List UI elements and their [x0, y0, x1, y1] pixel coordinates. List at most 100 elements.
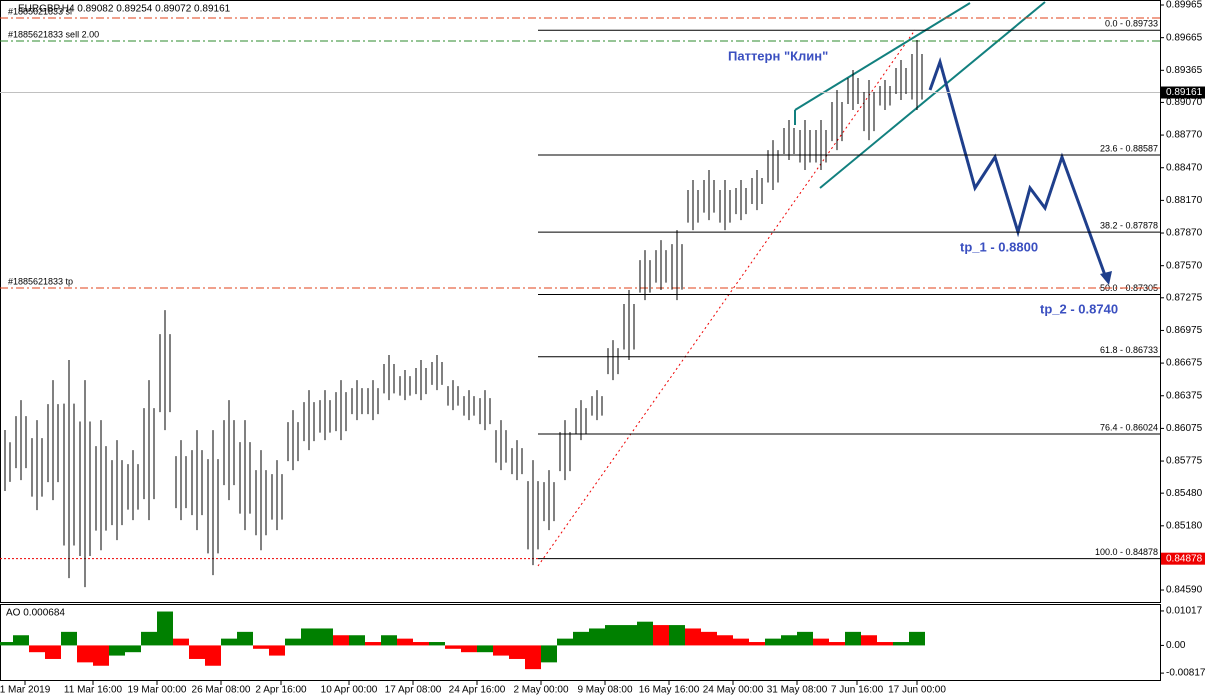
ao-bar — [205, 645, 221, 666]
ao-bar — [733, 638, 749, 646]
fib-label: 50.0 - 0.87305 — [1100, 283, 1158, 293]
y-tick-label: 0.88770 — [1166, 130, 1203, 141]
x-tick-label: 10 Apr 00:00 — [321, 685, 378, 696]
current-price-label: 0.89161 — [1166, 87, 1203, 98]
y-tick-label: 0.87570 — [1166, 260, 1203, 271]
x-tick-label: 1 Mar 2019 — [0, 685, 51, 696]
x-tick-label: 7 Jun 16:00 — [831, 685, 884, 696]
ao-bar — [413, 642, 429, 646]
ao-bar — [701, 631, 717, 646]
y-tick-label: 0.85480 — [1166, 488, 1203, 499]
y-tick-label: 0.86675 — [1166, 358, 1203, 369]
ao-bar — [221, 638, 237, 646]
y-tick-label: 0.84590 — [1166, 585, 1203, 596]
tp1-label: tp_1 - 0.8800 — [960, 239, 1038, 254]
y-tick-label: 0.88170 — [1166, 195, 1203, 206]
ao-bar — [493, 645, 509, 656]
x-tick-label: 24 May 00:00 — [703, 685, 764, 696]
y-tick-label: 0.88470 — [1166, 162, 1203, 173]
ao-bar — [557, 638, 573, 646]
ao-bar — [317, 628, 333, 646]
y-tick-label: 0.87870 — [1166, 228, 1203, 239]
ao-bar — [0, 642, 13, 646]
ao-bar — [685, 628, 701, 646]
ao-bar — [285, 638, 301, 646]
fib-label: 76.4 - 0.86024 — [1100, 422, 1158, 432]
ao-bar — [61, 631, 77, 646]
ao-bar — [813, 638, 829, 646]
ao-bar — [781, 635, 797, 646]
y-tick-label: 0.86975 — [1166, 325, 1203, 336]
x-tick-label: 9 May 08:00 — [577, 685, 632, 696]
ao-bar — [269, 645, 285, 656]
tp2-label: tp_2 - 0.8740 — [1040, 301, 1118, 316]
fib-label: 23.6 - 0.88587 — [1100, 143, 1158, 153]
forecast-arrow — [1100, 271, 1112, 285]
y-tick-label: 0.87275 — [1166, 292, 1203, 303]
x-tick-label: 26 Mar 08:00 — [192, 685, 251, 696]
ao-bar — [237, 631, 253, 646]
y-tick-label: 0.86075 — [1166, 423, 1203, 434]
ao-bar — [829, 642, 845, 646]
ao-bar — [573, 631, 589, 646]
ao-bar — [509, 645, 525, 659]
ao-bar — [445, 645, 461, 649]
ao-bar — [861, 635, 877, 646]
low-price-box — [1161, 552, 1205, 565]
ao-bar — [141, 631, 157, 646]
fib-label: 0.0 - 0.89733 — [1105, 19, 1158, 29]
ao-bar — [45, 645, 61, 659]
order-label: #1885621833 tp — [8, 276, 73, 286]
ao-bar — [637, 621, 653, 646]
ao-bar — [93, 645, 109, 666]
ao-tick-label: 0.00 — [1166, 640, 1186, 651]
x-tick-label: 16 May 16:00 — [639, 685, 700, 696]
order-label: #1885621833 sl — [8, 6, 72, 16]
y-tick-label: 0.89365 — [1166, 65, 1203, 76]
y-tick-label: 0.85180 — [1166, 520, 1203, 531]
x-tick-label: 31 May 08:00 — [767, 685, 828, 696]
ao-bar — [893, 642, 909, 646]
ao-tick-label: 0.01017 — [1166, 606, 1203, 617]
x-tick-label: 24 Apr 16:00 — [449, 685, 506, 696]
ao-bar — [477, 645, 493, 653]
ao-bar — [765, 638, 781, 646]
wedge-line — [819, 1, 1046, 189]
ao-tick-label: -0.008171 — [1166, 668, 1206, 679]
ao-bar — [589, 628, 605, 646]
ao-bar — [29, 645, 45, 653]
ao-bar — [877, 642, 893, 646]
pattern-label: Паттерн "Клин" — [728, 48, 828, 63]
current-price-box — [1161, 86, 1205, 99]
x-tick-label: 17 Jun 00:00 — [888, 685, 946, 696]
ao-bar — [77, 645, 93, 663]
ao-bar — [301, 628, 317, 646]
y-tick-label: 0.85775 — [1166, 456, 1203, 467]
ao-bar — [845, 631, 861, 646]
x-tick-label: 11 Mar 16:00 — [64, 685, 123, 696]
x-tick-label: 17 Apr 08:00 — [385, 685, 442, 696]
fib-label: 61.8 - 0.86733 — [1100, 345, 1158, 355]
ao-bar — [717, 635, 733, 646]
y-tick-label: 0.89665 — [1166, 32, 1203, 43]
low-price-label: 0.84878 — [1166, 553, 1203, 564]
ao-bar — [429, 642, 445, 646]
ao-bar — [653, 625, 669, 646]
order-label: #1885621833 sell 2.00 — [8, 29, 99, 39]
main-panel — [0, 0, 1161, 603]
ao-bar — [909, 631, 925, 646]
symbol-header: EURGBP,H4 0.89082 0.89254 0.89072 0.8916… — [18, 4, 231, 15]
ao-bar — [157, 611, 173, 646]
ao-bar — [125, 645, 141, 653]
ao-bar — [605, 625, 621, 646]
ao-bar — [365, 642, 381, 646]
x-tick-label: 2 May 00:00 — [513, 685, 568, 696]
indicator-title: AO 0.000684 — [6, 608, 65, 619]
fib-trend-line — [537, 29, 916, 567]
ao-bar — [621, 625, 637, 646]
ao-bar — [397, 638, 413, 646]
ao-bar — [525, 645, 541, 670]
ao-bar — [333, 635, 349, 646]
